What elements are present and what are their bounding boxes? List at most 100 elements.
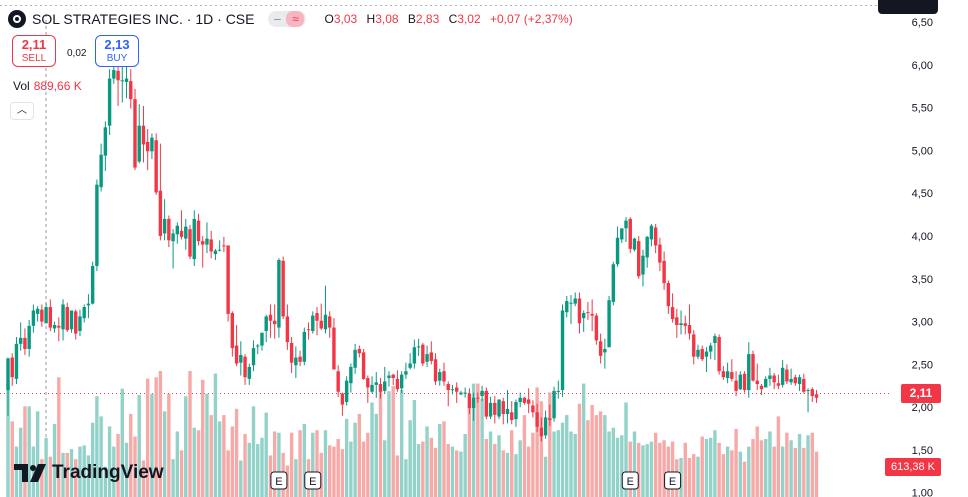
last-price-label: 2,11 <box>901 384 941 403</box>
volume-bar <box>162 411 167 497</box>
candle-body <box>450 389 455 391</box>
candle-body <box>399 374 404 389</box>
earnings-marker-box <box>664 471 682 490</box>
volume-bar <box>708 437 713 497</box>
volume-bar <box>167 393 171 497</box>
candle-body <box>239 354 243 363</box>
volume-bar <box>116 434 120 497</box>
volume-bar <box>74 459 78 497</box>
candle-body <box>78 316 82 332</box>
buy-button[interactable]: 2,13 BUY <box>95 35 139 67</box>
candle-body <box>298 356 302 362</box>
candle-body <box>302 331 307 362</box>
volume-bar <box>751 439 755 497</box>
volume-bar <box>772 446 776 497</box>
close-key: C <box>448 12 458 26</box>
volume-bar <box>416 444 421 497</box>
candle-body <box>666 283 671 307</box>
candle-body <box>717 336 721 372</box>
ohlc-values: O3,03 H3,08 B2,83 C3,02 +0,07 (+2,37%) <box>318 12 572 26</box>
candle-body <box>319 320 323 329</box>
volume-bar <box>721 454 726 497</box>
volume-bar <box>429 437 433 497</box>
candle-body <box>438 372 442 381</box>
volume-bar <box>344 418 349 497</box>
y-tick-label: 1,50 <box>912 445 933 457</box>
candle-body <box>112 70 116 79</box>
symbol-logo-icon <box>8 10 26 28</box>
volume-bar <box>488 431 493 497</box>
volume-bar <box>23 406 27 497</box>
volume-bar <box>387 391 391 497</box>
candle-body <box>234 345 239 364</box>
earnings-marker: E <box>304 471 322 490</box>
candle-body <box>256 345 260 347</box>
candle-body <box>742 373 747 391</box>
candle-body <box>514 402 518 420</box>
earnings-marker-label: E <box>309 476 316 488</box>
volume-bar <box>539 401 544 497</box>
volume-bar <box>615 437 620 497</box>
volume-bar <box>378 386 383 497</box>
volume-bar <box>510 430 514 497</box>
candle-body <box>57 325 61 328</box>
candle-body <box>408 363 412 368</box>
candle-body <box>581 313 586 319</box>
candle-body <box>615 237 620 265</box>
sell-button[interactable]: 2,11 SELL <box>12 35 56 67</box>
candle-body <box>162 218 167 234</box>
volume-bar <box>188 371 192 497</box>
candle-body <box>251 348 256 366</box>
volume-bar <box>789 440 793 497</box>
volume-bar <box>328 445 332 497</box>
earnings-marker-box <box>621 471 639 490</box>
volume-bar <box>52 423 57 497</box>
y-tick-label: 6,00 <box>912 60 933 72</box>
candle-body <box>328 316 332 328</box>
volume-bar <box>217 421 222 497</box>
candle-body <box>488 402 493 417</box>
volume-bar <box>196 430 201 497</box>
candle-body <box>802 378 806 392</box>
volume-bar <box>556 430 560 497</box>
tradingview-logo[interactable]: TradingView <box>14 462 164 484</box>
volume-bar <box>112 446 116 497</box>
volume-bar <box>353 422 357 497</box>
volume-bar <box>764 439 768 497</box>
collapse-legend-button[interactable]: ︿ <box>10 102 34 120</box>
symbol-title[interactable]: SOL STRATEGIES INC. · 1D · CSE <box>32 11 255 27</box>
candle-body <box>404 371 408 375</box>
volume-bar <box>607 431 611 497</box>
y-tick-label: 1,00 <box>912 488 933 497</box>
volume-bar <box>222 415 226 497</box>
candle-body <box>116 70 120 81</box>
volume-bar <box>450 446 455 497</box>
volume-bar <box>349 441 353 497</box>
volume-bar <box>27 406 31 497</box>
volume-bar <box>632 431 637 497</box>
candle-body <box>18 337 23 344</box>
candle-body <box>171 233 175 242</box>
candle-body <box>344 380 349 403</box>
candle-body <box>704 351 709 357</box>
volume-bar <box>260 437 264 497</box>
candle-body <box>6 358 10 391</box>
candle-body <box>552 390 556 419</box>
candle-body <box>467 393 472 409</box>
candle-body <box>493 402 497 415</box>
candle-body <box>560 310 565 391</box>
volume-bar <box>806 435 810 497</box>
candle-body <box>315 313 319 321</box>
low-key: B <box>407 12 416 26</box>
earnings-marker-box <box>270 471 288 490</box>
volume-bar <box>205 393 209 497</box>
candle-body <box>35 308 40 314</box>
candle-body <box>747 354 751 391</box>
market-status-toggle[interactable]: − ≈ <box>268 11 307 27</box>
candle-body <box>95 184 99 266</box>
candle-body <box>226 245 230 314</box>
volume-bar <box>247 442 251 497</box>
candle-body <box>768 375 772 379</box>
scale-settings-icon[interactable] <box>878 0 938 14</box>
